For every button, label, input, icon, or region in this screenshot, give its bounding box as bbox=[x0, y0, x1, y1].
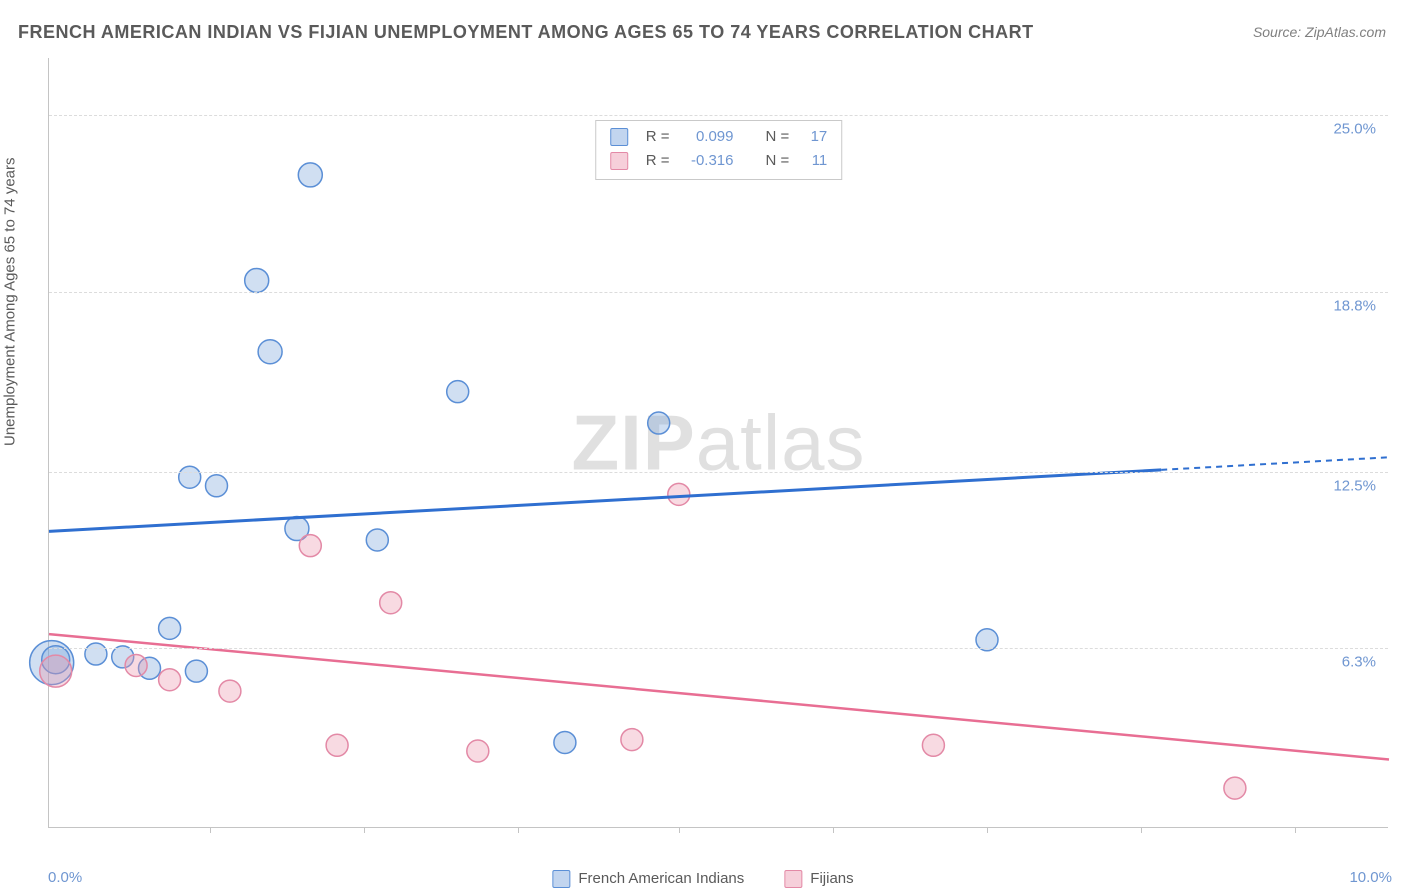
point-french-american-indian bbox=[298, 163, 322, 187]
point-fijian bbox=[40, 655, 72, 687]
point-french-american-indian bbox=[447, 381, 469, 403]
point-fijian bbox=[380, 592, 402, 614]
chart-title: FRENCH AMERICAN INDIAN VS FIJIAN UNEMPLO… bbox=[18, 22, 1034, 43]
point-fijian bbox=[125, 654, 147, 676]
stat-R-value: -0.316 bbox=[680, 149, 734, 173]
x-tick bbox=[987, 827, 988, 833]
gridline bbox=[49, 115, 1388, 116]
y-tick-label: 6.3% bbox=[1342, 654, 1376, 671]
trendline-blue-dashed bbox=[1161, 457, 1389, 470]
plot-area: ZIPatlas R =0.099N =17R =-0.316N =11 6.3… bbox=[48, 58, 1388, 828]
y-tick-label: 25.0% bbox=[1333, 121, 1376, 138]
point-fijian bbox=[922, 734, 944, 756]
y-tick-label: 18.8% bbox=[1333, 297, 1376, 314]
stat-N-value: 17 bbox=[799, 125, 827, 149]
point-french-american-indian bbox=[85, 643, 107, 665]
trendline-pink bbox=[49, 634, 1389, 759]
legend-item: French American Indians bbox=[552, 870, 744, 888]
point-fijian bbox=[621, 729, 643, 751]
point-french-american-indian bbox=[179, 466, 201, 488]
gridline bbox=[49, 292, 1388, 293]
stat-R-label: R = bbox=[646, 125, 670, 149]
stat-N-label: N = bbox=[766, 125, 790, 149]
point-french-american-indian bbox=[245, 268, 269, 292]
stat-R-label: R = bbox=[646, 149, 670, 173]
point-french-american-indian bbox=[366, 529, 388, 551]
x-tick bbox=[364, 827, 365, 833]
y-tick-label: 12.5% bbox=[1333, 477, 1376, 494]
x-tick bbox=[1141, 827, 1142, 833]
point-french-american-indian bbox=[554, 731, 576, 753]
stat-legend-row: R = -0.316 N = 11 bbox=[610, 149, 828, 173]
point-fijian bbox=[668, 483, 690, 505]
x-axis-max-label: 10.0% bbox=[1349, 869, 1392, 886]
point-fijian bbox=[326, 734, 348, 756]
gridline bbox=[49, 648, 1388, 649]
series-legend: French American Indians Fijians bbox=[552, 870, 853, 888]
point-fijian bbox=[299, 535, 321, 557]
stat-legend: R = 0.099 N = 17 R = -0.316 N = 11 bbox=[595, 120, 843, 180]
point-french-american-indian bbox=[185, 660, 207, 682]
stat-N-value: 11 bbox=[799, 149, 827, 173]
x-tick bbox=[210, 827, 211, 833]
x-tick bbox=[679, 827, 680, 833]
legend-label: Fijians bbox=[810, 870, 853, 887]
legend-label: French American Indians bbox=[578, 870, 744, 887]
point-fijian bbox=[1224, 777, 1246, 799]
x-axis-min-label: 0.0% bbox=[48, 869, 82, 886]
point-fijian bbox=[467, 740, 489, 762]
legend-swatch-blue bbox=[552, 870, 570, 888]
x-tick bbox=[1295, 827, 1296, 833]
point-french-american-indian bbox=[258, 340, 282, 364]
point-french-american-indian bbox=[206, 475, 228, 497]
x-tick bbox=[833, 827, 834, 833]
legend-swatch-blue bbox=[610, 128, 628, 146]
point-french-american-indian bbox=[648, 412, 670, 434]
stat-R-value: 0.099 bbox=[680, 125, 734, 149]
chart-container: FRENCH AMERICAN INDIAN VS FIJIAN UNEMPLO… bbox=[0, 0, 1406, 892]
stat-N-label: N = bbox=[766, 149, 790, 173]
gridline bbox=[49, 472, 1388, 473]
x-tick bbox=[518, 827, 519, 833]
point-french-american-indian bbox=[159, 617, 181, 639]
legend-item: Fijians bbox=[784, 870, 853, 888]
legend-swatch-pink bbox=[784, 870, 802, 888]
y-axis-label: Unemployment Among Ages 65 to 74 years bbox=[2, 157, 19, 446]
source-attribution: Source: ZipAtlas.com bbox=[1253, 24, 1386, 40]
point-fijian bbox=[159, 669, 181, 691]
stat-legend-row: R = 0.099 N = 17 bbox=[610, 125, 828, 149]
point-fijian bbox=[219, 680, 241, 702]
legend-swatch-pink bbox=[610, 152, 628, 170]
